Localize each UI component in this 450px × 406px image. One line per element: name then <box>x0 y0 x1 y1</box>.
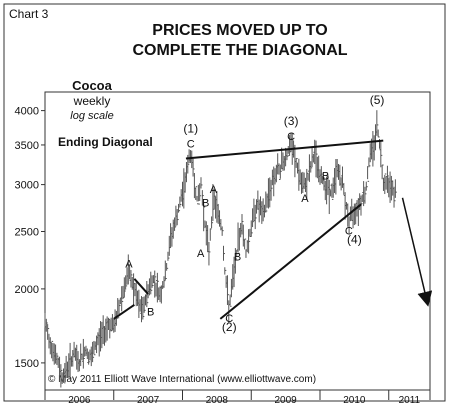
y-tick-label-4000: 4000 <box>15 106 39 118</box>
x-tick-label-2006: 2006 <box>68 395 91 406</box>
y-tick-label-1500: 1500 <box>15 358 39 370</box>
y-axis: 1500 2000 2500 3000 3500 4000 <box>15 106 45 370</box>
subwave-label-a: A <box>125 259 133 271</box>
subject-frequency: weekly <box>73 94 111 108</box>
x-axis: 2006 2007 2008 2009 2010 2011 <box>44 390 431 406</box>
subwave-label-a: A <box>197 248 205 260</box>
subwave-label-b: B <box>322 171 329 183</box>
x-tick-label-2007: 2007 <box>137 395 160 406</box>
subject-name: Cocoa <box>72 78 113 93</box>
wave-a-b-channel-upper <box>133 278 149 295</box>
wave-label-5: (5) <box>370 93 385 107</box>
y-tick-label-2000: 2000 <box>15 284 39 296</box>
subwave-label-b: B <box>234 251 241 263</box>
wave-label-3: (3) <box>284 114 299 128</box>
downward-projection-arrow <box>401 197 433 307</box>
y-tick-label-3000: 3000 <box>15 180 39 192</box>
subwave-label-c: C <box>225 313 233 325</box>
x-tick-label-2008: 2008 <box>206 395 229 406</box>
wave-label-4: (4) <box>347 232 362 246</box>
subwave-label-a: A <box>210 184 218 196</box>
subwave-label-b: B <box>147 307 154 319</box>
wave-label-1: (1) <box>183 121 198 135</box>
ending-diagonal-label: Ending Diagonal <box>58 135 153 149</box>
subwave-label-b: B <box>202 197 209 209</box>
plot-area <box>44 91 431 391</box>
chart-frame <box>3 3 446 402</box>
upper-diagonal-trendline <box>185 139 384 160</box>
y-tick-label-2500: 2500 <box>15 227 39 239</box>
chart-title-line-2: COMPLETE THE DIAGONAL <box>132 42 347 59</box>
scale-note: log scale <box>70 110 113 122</box>
price-series <box>44 110 397 388</box>
subwave-label-c: C <box>345 225 353 237</box>
chart-title-line-1: PRICES MOVED UP TO <box>152 22 327 39</box>
subwave-label-c: C <box>187 138 195 150</box>
subwave-label-a: A <box>301 193 309 205</box>
x-tick-label-2010: 2010 <box>343 395 366 406</box>
copyright-notice: © May 2011 Elliott Wave International (w… <box>48 374 316 385</box>
y-tick-label-3500: 3500 <box>15 140 39 152</box>
subwave-label-c: C <box>287 131 295 143</box>
lower-diagonal-trendline <box>219 203 362 320</box>
trendlines <box>113 139 433 320</box>
x-tick-label-2009: 2009 <box>275 395 298 406</box>
x-tick-label-2011: 2011 <box>399 395 421 406</box>
wave-label-2: (2) <box>222 320 237 334</box>
wave-a-b-channel-lower <box>113 303 135 320</box>
chart-number-label: Chart 3 <box>9 7 49 21</box>
